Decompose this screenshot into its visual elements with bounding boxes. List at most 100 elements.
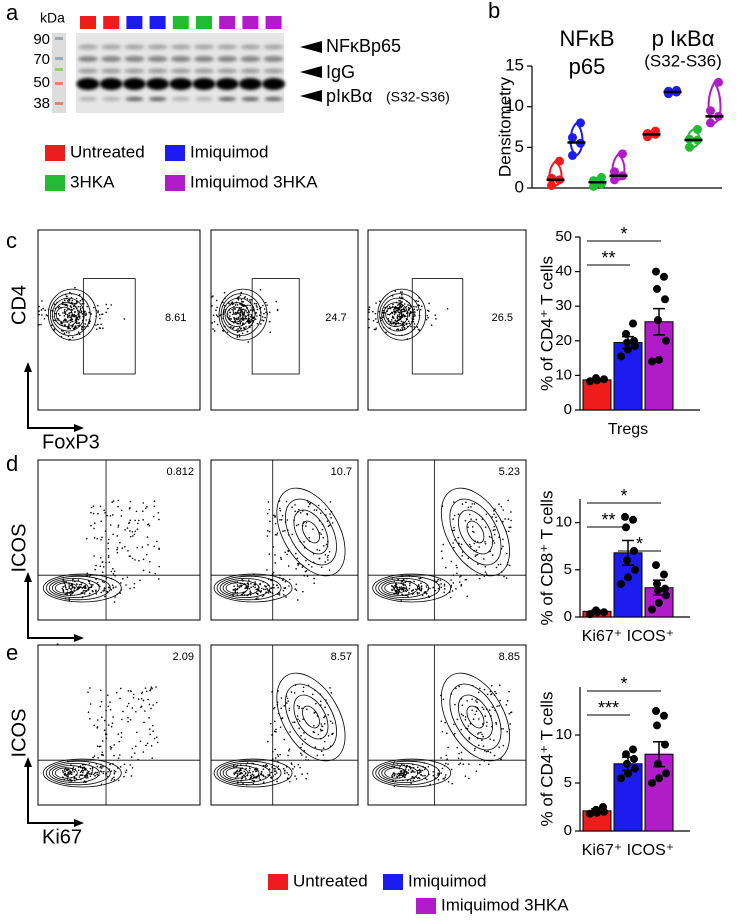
event-dot bbox=[237, 309, 240, 311]
contour bbox=[225, 582, 249, 594]
event-dot bbox=[109, 763, 111, 766]
event-dot bbox=[447, 763, 449, 766]
event-dot bbox=[457, 757, 460, 760]
event-dot bbox=[437, 774, 439, 776]
event-dot bbox=[63, 315, 66, 317]
event-dot bbox=[488, 535, 491, 538]
arrow-head bbox=[24, 362, 32, 372]
event-dot bbox=[277, 586, 279, 589]
event-dot bbox=[62, 586, 65, 588]
event-dot bbox=[110, 746, 113, 749]
event-dot bbox=[265, 585, 267, 588]
event-dot bbox=[241, 775, 244, 778]
data-point bbox=[600, 608, 608, 617]
event-dot bbox=[79, 774, 81, 776]
event-dot bbox=[304, 570, 307, 573]
event-dot bbox=[65, 588, 68, 591]
event-dot bbox=[391, 312, 394, 315]
event-dot bbox=[452, 501, 455, 503]
event-dot bbox=[79, 307, 82, 310]
kda-marker: 90 bbox=[33, 31, 50, 48]
event-dot bbox=[95, 564, 97, 567]
lane-color bbox=[126, 16, 143, 29]
event-dot bbox=[237, 772, 239, 775]
event-dot bbox=[260, 323, 262, 325]
event-dot bbox=[239, 585, 241, 587]
band-arrow bbox=[300, 41, 322, 53]
event-dot bbox=[498, 684, 501, 686]
event-dot bbox=[508, 526, 511, 529]
event-dot bbox=[480, 731, 482, 734]
event-dot bbox=[287, 754, 289, 757]
event-dot bbox=[145, 690, 148, 693]
event-dot bbox=[83, 593, 86, 595]
event-dot bbox=[106, 590, 109, 593]
event-dot bbox=[328, 569, 331, 571]
band bbox=[240, 68, 261, 74]
event-dot bbox=[73, 313, 76, 316]
event-dot bbox=[53, 303, 56, 305]
event-dot bbox=[393, 766, 396, 768]
event-dot bbox=[476, 553, 479, 556]
event-dot bbox=[255, 305, 258, 307]
event-dot bbox=[302, 590, 304, 593]
event-dot bbox=[294, 775, 296, 777]
event-dot bbox=[325, 543, 328, 546]
event-dot bbox=[107, 542, 109, 544]
event-dot bbox=[95, 593, 98, 595]
event-dot bbox=[296, 704, 299, 707]
event-dot bbox=[285, 702, 288, 704]
event-dot bbox=[484, 526, 487, 528]
data-point bbox=[630, 336, 638, 345]
event-dot bbox=[330, 516, 332, 519]
event-dot bbox=[414, 311, 416, 313]
event-dot bbox=[274, 757, 277, 759]
event-dot bbox=[71, 592, 73, 595]
event-dot bbox=[236, 770, 238, 773]
event-dot bbox=[70, 320, 73, 322]
event-dot bbox=[413, 323, 416, 325]
event-dot bbox=[245, 767, 247, 770]
contour bbox=[222, 765, 260, 781]
contour bbox=[385, 306, 403, 323]
event-dot bbox=[500, 505, 503, 508]
event-dot bbox=[109, 524, 112, 526]
event-dot bbox=[238, 586, 241, 589]
event-dot bbox=[211, 322, 214, 324]
event-dot bbox=[90, 586, 93, 588]
event-dot bbox=[129, 507, 131, 509]
y-axis-label: Densitometry bbox=[495, 76, 514, 177]
event-dot bbox=[131, 531, 134, 533]
event-dot bbox=[291, 506, 293, 508]
event-dot bbox=[462, 763, 465, 765]
event-dot bbox=[249, 309, 252, 311]
data-point bbox=[653, 284, 661, 293]
event-dot bbox=[238, 296, 240, 298]
legend-label: Untreated bbox=[70, 142, 145, 161]
event-dot bbox=[62, 591, 65, 593]
event-dot bbox=[96, 719, 99, 721]
event-dot bbox=[96, 304, 99, 307]
category-label: Ki67⁺ ICOS⁺ bbox=[582, 842, 674, 859]
data-point bbox=[617, 579, 625, 588]
event-dot bbox=[398, 773, 401, 776]
event-dot bbox=[240, 307, 243, 309]
event-dot bbox=[122, 710, 124, 713]
event-dot bbox=[318, 549, 321, 552]
event-dot bbox=[146, 536, 149, 538]
event-dot bbox=[273, 730, 276, 733]
band bbox=[170, 68, 191, 74]
event-dot bbox=[64, 584, 67, 586]
event-dot bbox=[38, 310, 40, 312]
event-dot bbox=[288, 709, 291, 712]
y-tick-label: 50 bbox=[555, 228, 572, 245]
event-dot bbox=[137, 522, 139, 525]
density-plot bbox=[213, 487, 346, 603]
event-dot bbox=[294, 510, 297, 513]
event-dot bbox=[313, 725, 315, 727]
event-dot bbox=[298, 707, 300, 710]
event-dot bbox=[305, 559, 307, 562]
event-dot bbox=[489, 751, 492, 754]
event-dot bbox=[103, 587, 106, 589]
event-dot bbox=[280, 558, 282, 561]
